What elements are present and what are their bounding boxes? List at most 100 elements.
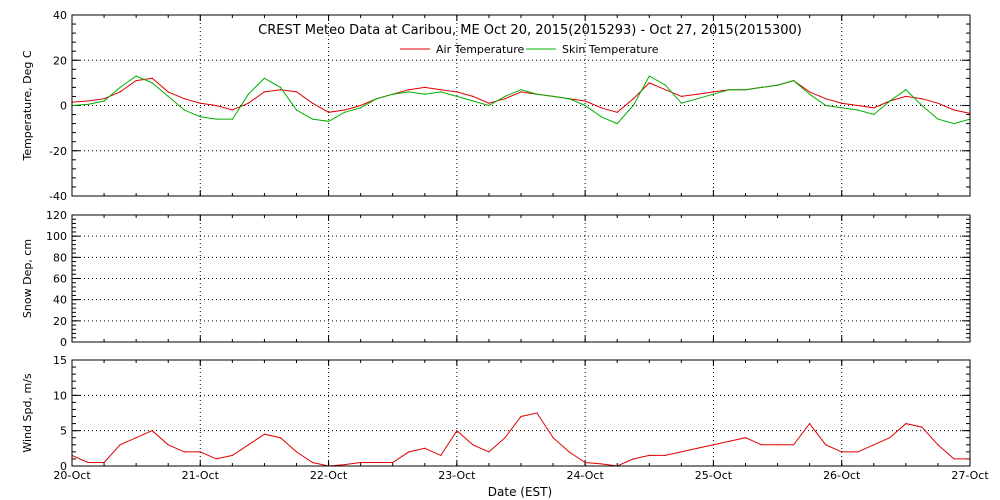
data-point (440, 454, 442, 456)
data-point (247, 102, 249, 104)
data-point (199, 102, 201, 104)
data-point (825, 444, 827, 446)
data-point (344, 109, 346, 111)
data-point (809, 93, 811, 95)
x-tick-label-23-oct: 23-Oct (438, 469, 476, 482)
data-point (231, 454, 233, 456)
plot-frame (71, 14, 971, 197)
data-point (151, 430, 153, 432)
data-point (488, 104, 490, 107)
data-point (664, 454, 666, 456)
y-tick-label: 5 (60, 425, 67, 438)
data-point (167, 95, 169, 97)
data-point (584, 461, 586, 464)
data-point (504, 95, 506, 97)
data-point (103, 100, 105, 102)
data-point (552, 95, 554, 97)
data-point (183, 98, 185, 100)
data-point (456, 430, 458, 432)
data-point (87, 461, 89, 464)
data-point (680, 102, 683, 104)
data-point (600, 116, 602, 118)
y-tick-label: 15 (53, 354, 67, 367)
data-point (376, 461, 378, 464)
data-point (584, 100, 586, 102)
data-point (857, 109, 859, 111)
data-point (841, 102, 843, 104)
x-tick-label-21-oct: 21-Oct (182, 469, 220, 482)
series-skin-temperature-line (71, 75, 971, 125)
data-point (921, 98, 923, 100)
data-point (456, 91, 458, 93)
data-point (873, 444, 875, 446)
data-point (279, 437, 282, 439)
y-tick-label: 40 (53, 294, 67, 307)
data-point (616, 123, 618, 125)
data-point (664, 89, 666, 91)
plot-frame (71, 214, 971, 343)
data-point (215, 458, 217, 460)
data-point (777, 444, 779, 446)
data-point (793, 80, 795, 82)
legend-air-label: Air Temperature (436, 43, 525, 56)
chart-panels: -40 -20 0 20 40 Temperature, Deg C 0 20 40 60 80 10… (21, 9, 989, 482)
data-point (680, 451, 683, 453)
x-tick-label-24-oct: 24-Oct (566, 469, 604, 482)
data-point (760, 444, 763, 446)
data-point (648, 454, 650, 456)
data-point (696, 447, 699, 449)
data-point (87, 100, 89, 102)
data-point (648, 82, 650, 84)
data-point (167, 91, 169, 93)
data-point (311, 118, 314, 120)
data-point (744, 89, 747, 91)
data-point (215, 118, 217, 120)
data-point (632, 458, 634, 460)
data-point (295, 91, 298, 93)
data-point (793, 444, 795, 446)
data-point (392, 93, 394, 95)
data-point (360, 107, 362, 109)
y-tick-label: 0 (60, 460, 67, 473)
data-point (728, 440, 731, 442)
data-point (311, 461, 314, 464)
data-point (360, 104, 362, 107)
data-point (504, 437, 506, 439)
data-point (328, 111, 330, 113)
data-point (825, 98, 827, 100)
data-point (937, 444, 939, 446)
data-point (440, 91, 442, 93)
data-point (392, 461, 394, 464)
data-point (424, 86, 426, 88)
data-point (247, 93, 249, 95)
data-point (825, 104, 827, 107)
data-point (119, 91, 121, 93)
data-point (408, 89, 410, 91)
y-tick-label: -20 (49, 145, 67, 158)
data-point (889, 437, 891, 439)
data-point (953, 109, 955, 111)
data-point (279, 89, 282, 91)
data-point (328, 120, 330, 122)
chart-title: CREST Meteo Data at Caribou, ME Oct 20, … (258, 23, 802, 38)
data-point (728, 89, 731, 91)
y-tick-label: 60 (53, 273, 67, 286)
data-point (953, 458, 955, 460)
data-point (472, 100, 474, 102)
data-point (632, 98, 634, 100)
data-point (841, 107, 843, 109)
data-point (488, 102, 490, 104)
data-point (488, 451, 490, 453)
y-tick-label: 20 (53, 54, 67, 67)
data-point (584, 104, 586, 107)
data-point (231, 118, 233, 120)
y-axis-label: Temperature, Deg C (21, 50, 34, 161)
y-axis-label: Wind Spd, m/s (21, 373, 34, 453)
data-point (183, 109, 185, 111)
data-point (344, 111, 346, 113)
data-point (921, 426, 923, 428)
y-tick-label: 80 (53, 251, 67, 264)
data-point (760, 86, 763, 88)
data-point (777, 84, 779, 86)
data-point (119, 86, 121, 88)
